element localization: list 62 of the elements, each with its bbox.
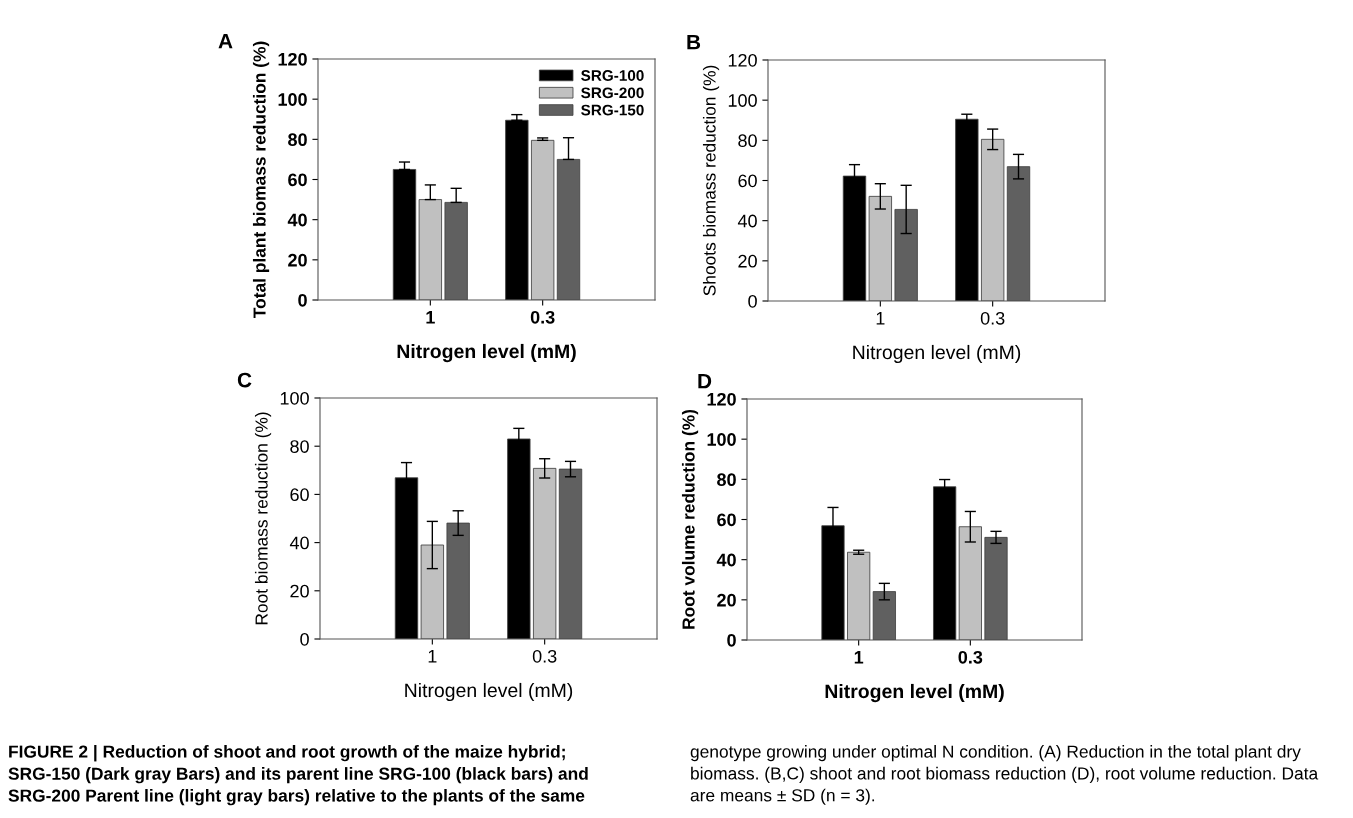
chart-title: A xyxy=(218,33,233,49)
chart-title: D xyxy=(698,373,712,389)
y-tick-label: 100 xyxy=(280,391,309,405)
caption: FIGURE 2 | Reduction of shoot and root growth of the maize hybrid; SRG-150 (Dark gray Bars) and its parent line SRG-100 (black bars) and SRG-200 Parent line (light gray bars) relative to the plants of the same xyxy=(8,745,588,806)
y-axis-title: Root volume reduction (%) xyxy=(681,409,699,629)
bar xyxy=(505,119,529,300)
bar xyxy=(418,199,442,300)
bar xyxy=(533,467,557,639)
y-tick-label: 20 xyxy=(717,593,736,607)
text: genotype growing under optimal N condition. (A) Reduction in the total plant dry biomass. (B,C) shoot and root biomass reduction (D), root volume reduction. Data are means ± SD (n = 3). xyxy=(690,745,1319,805)
bar xyxy=(531,139,555,300)
bar xyxy=(847,551,871,640)
x-tick-label: 0.3 xyxy=(958,650,983,664)
y-tick-label: 40 xyxy=(287,213,307,227)
y-tick-label: 100 xyxy=(707,433,736,446)
y-tick-label: 0 xyxy=(300,632,309,646)
x-tick-label: 1 xyxy=(426,311,435,324)
x-axis-title: Nitrogen level (mM) xyxy=(825,683,1004,703)
bar xyxy=(955,118,979,301)
x-tick-label: 1 xyxy=(428,650,437,663)
x-axis-title: Nitrogen level (mM) xyxy=(397,343,576,363)
legend-label: SRG-150 xyxy=(581,104,644,116)
chart-title: C xyxy=(237,372,252,388)
y-tick-label: 60 xyxy=(288,173,307,187)
y-axis-title: Root biomass reduction (%) xyxy=(254,412,272,625)
y-tick-label: 80 xyxy=(717,473,736,487)
bar xyxy=(958,526,982,640)
y-axis-title: Total plant biomass reduction (%) xyxy=(252,41,270,319)
x-tick-label: 1 xyxy=(876,312,885,325)
y-tick-label: 80 xyxy=(288,133,307,147)
y-tick-label: 80 xyxy=(290,440,309,453)
bar xyxy=(981,138,1005,301)
y-tick-label: 100 xyxy=(728,94,757,107)
legend-label: SRG-100 xyxy=(581,70,644,81)
y-tick-label: 100 xyxy=(278,93,307,106)
y-tick-label: 0 xyxy=(727,633,736,647)
chart-title: B xyxy=(687,34,701,50)
y-tick-label: 120 xyxy=(728,53,757,67)
bar xyxy=(420,544,444,639)
y-tick-label: 60 xyxy=(717,513,736,527)
x-tick-label: 1 xyxy=(854,651,864,664)
x-tick-label: 0.3 xyxy=(532,649,557,663)
y-tick-label: 0 xyxy=(298,293,307,307)
x-tick-label: 0.3 xyxy=(530,310,555,324)
x-tick-label: 0.3 xyxy=(980,311,1005,325)
y-tick-label: 60 xyxy=(738,174,757,188)
y-tick-label: 0 xyxy=(748,294,757,308)
y-tick-label: 120 xyxy=(707,392,736,406)
x-axis-title: Nitrogen level (mM) xyxy=(853,344,1021,364)
y-tick-label: 120 xyxy=(278,52,307,66)
y-tick-label: 20 xyxy=(738,254,757,268)
y-tick-label: 20 xyxy=(290,584,309,598)
y-tick-label: 60 xyxy=(290,488,309,502)
y-tick-label: 40 xyxy=(289,536,309,550)
y-tick-label: 40 xyxy=(716,553,736,567)
x-axis-title: Nitrogen level (mM) xyxy=(405,682,573,702)
y-tick-label: 40 xyxy=(737,214,757,228)
y-axis-title: Shoots biomass reduction (%) xyxy=(702,65,720,296)
y-tick-label: 20 xyxy=(288,253,307,267)
legend-label: SRG-200 xyxy=(581,87,644,99)
y-tick-label: 80 xyxy=(738,134,757,148)
bar xyxy=(868,195,892,301)
